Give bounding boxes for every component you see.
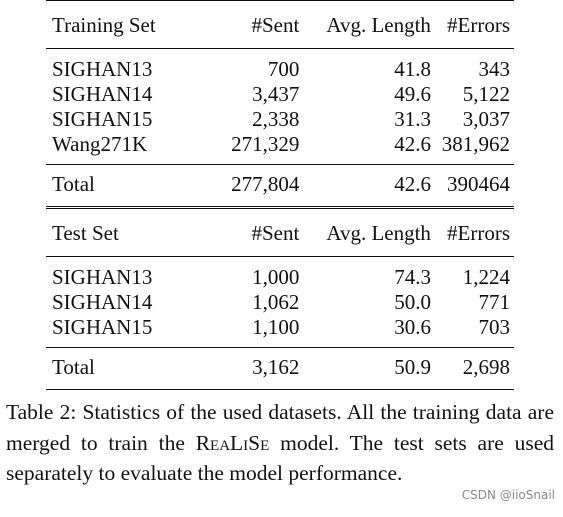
header-cell: #Sent bbox=[198, 0, 300, 49]
table-cell: 3,037 bbox=[462, 107, 510, 131]
header-cell: Test Set bbox=[46, 206, 199, 257]
table-cell: 50.0 bbox=[394, 290, 431, 314]
header-cell: Avg. Length bbox=[299, 0, 431, 49]
table-cell: 703 bbox=[478, 315, 511, 339]
model-name: ReaLiSe bbox=[195, 430, 270, 455]
table-row: SIGHAN13 1,000 74.3 1,224 bbox=[46, 256, 514, 290]
datasets-statistics-table: Training Set #Sent Avg. Length #Errors S… bbox=[46, 0, 514, 390]
table-cell: 74.3 bbox=[299, 256, 431, 290]
table-cell: 700 bbox=[198, 48, 300, 82]
table-cell: SIGHAN13 bbox=[46, 256, 199, 290]
total-cell: 390464 bbox=[430, 164, 514, 208]
test-total-row: Total 3,162 50.9 2,698 bbox=[46, 347, 514, 390]
header-cell: Training Set bbox=[46, 0, 199, 49]
test-header-row: Test Set #Sent Avg. Length #Errors bbox=[46, 206, 514, 257]
table-row: SIGHAN13 700 41.8 343 bbox=[46, 48, 514, 82]
table-cell: 3,437 bbox=[252, 82, 300, 106]
table-cell: 42.6 bbox=[394, 132, 431, 156]
table-cell: 30.6 bbox=[394, 315, 431, 339]
table-cell: Wang271K bbox=[52, 132, 148, 156]
table-cell: 41.8 bbox=[299, 48, 431, 82]
table-cell: 2,338 bbox=[252, 107, 300, 131]
total-cell: 2,698 bbox=[430, 347, 514, 390]
table-row: SIGHAN14 1,062 50.0 771 bbox=[46, 290, 514, 315]
table-row: SIGHAN15 2,338 31.3 3,037 bbox=[46, 107, 514, 132]
total-cell: Total bbox=[46, 164, 199, 208]
table-cell: SIGHAN14 bbox=[52, 290, 153, 314]
table-caption: Table 2: Statistics of the used datasets… bbox=[6, 397, 554, 489]
table-cell: 5,122 bbox=[462, 82, 510, 106]
table-cell: 771 bbox=[478, 290, 511, 314]
training-total-row: Total 277,804 42.6 390464 bbox=[46, 164, 514, 208]
table-cell: 271,329 bbox=[231, 132, 300, 156]
header-cell: #Errors bbox=[430, 206, 514, 257]
table-row: Wang271K 271,329 42.6 381,962 bbox=[46, 132, 514, 165]
table-cell: 343 bbox=[430, 48, 514, 82]
total-cell: 3,162 bbox=[198, 347, 300, 390]
watermark: CSDN @iioSnail bbox=[461, 488, 555, 502]
table-cell: 381,962 bbox=[441, 132, 510, 156]
table-cell: SIGHAN15 bbox=[52, 315, 153, 339]
table-cell: SIGHAN15 bbox=[52, 107, 153, 131]
table-cell: 49.6 bbox=[394, 82, 431, 106]
caption-prefix: Table 2: Statistics of the used datasets… bbox=[6, 400, 554, 455]
total-cell: 50.9 bbox=[299, 347, 431, 390]
total-cell: 42.6 bbox=[299, 164, 431, 208]
table-cell: 1,100 bbox=[252, 315, 300, 339]
total-cell: 277,804 bbox=[198, 164, 300, 208]
header-cell: Avg. Length bbox=[299, 206, 431, 257]
header-cell: #Sent bbox=[198, 206, 300, 257]
training-header-row: Training Set #Sent Avg. Length #Errors bbox=[46, 0, 514, 49]
table-row: SIGHAN15 1,100 30.6 703 bbox=[46, 315, 514, 348]
datasets-table-container: Training Set #Sent Avg. Length #Errors S… bbox=[46, 0, 514, 390]
table-row: SIGHAN14 3,437 49.6 5,122 bbox=[46, 82, 514, 107]
caption-suffix: model. The test sets are used separately… bbox=[6, 430, 555, 486]
header-cell: #Errors bbox=[430, 0, 514, 49]
table-cell: SIGHAN13 bbox=[46, 48, 199, 82]
table-cell: 1,062 bbox=[252, 290, 300, 314]
table-cell: 1,224 bbox=[430, 256, 514, 290]
table-cell: 31.3 bbox=[394, 107, 431, 131]
table-cell: 1,000 bbox=[198, 256, 300, 290]
total-cell: Total bbox=[46, 347, 199, 390]
table-cell: SIGHAN14 bbox=[52, 82, 153, 106]
